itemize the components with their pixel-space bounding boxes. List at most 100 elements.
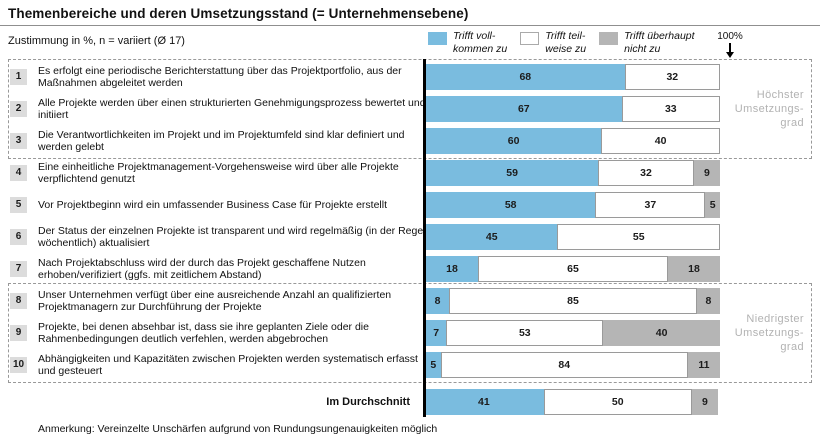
- bar-segment-nicht: 18: [667, 256, 721, 282]
- statement-text: Unser Unternehmen verfügt über eine ausr…: [38, 288, 392, 313]
- row-number-chip: 3: [10, 133, 27, 149]
- segment-value: 7: [433, 327, 440, 339]
- stacked-bar: 59 32 9: [426, 160, 720, 186]
- legend-item-nicht: Trifft überhaupt nicht zu: [599, 30, 695, 56]
- statement-text: Die Verantwortlichkeiten im Projekt und …: [38, 128, 405, 153]
- stacked-bar: 18 65 18: [426, 256, 721, 282]
- title-divider: [0, 25, 820, 26]
- bar-segment-teilweise: 65: [478, 256, 668, 282]
- average-stacked-bar: 41 50 9: [424, 389, 718, 415]
- segment-value: 45: [485, 231, 498, 243]
- segment-value: 40: [654, 135, 667, 147]
- stacked-bar: 60 40: [426, 128, 720, 154]
- bar-segment-teilweise: 50: [543, 389, 692, 415]
- statement-text: Es erfolgt eine periodische Berichtersta…: [38, 64, 402, 89]
- chart-header: Zustimmung in %, n = variiert (Ø 17) Tri…: [8, 26, 812, 61]
- segment-value: 53: [518, 327, 531, 339]
- group-label-highest: Höchster Umsetzungs- grad: [734, 88, 804, 130]
- legend-item-vollkommen: Trifft voll- kommen zu: [428, 30, 507, 56]
- segment-value: 32: [640, 167, 652, 179]
- stacked-bar: 67 33: [426, 96, 720, 122]
- statement-text: Nach Projektabschluss wird der durch das…: [38, 256, 366, 281]
- row-number-chip: 4: [10, 165, 27, 181]
- group-box-lowest: Niedrigster Umsetzungs- grad: [8, 283, 812, 383]
- statement-text: Vor Projektbeginn wird ein umfassender B…: [38, 198, 388, 211]
- bar-segment-vollkommen: 7: [426, 320, 447, 346]
- segment-value: 67: [517, 103, 530, 115]
- statement-rows: 1 Es erfolgt eine periodische Berichterst…: [8, 61, 812, 381]
- legend-label-nicht: Trifft überhaupt nicht zu: [624, 30, 695, 55]
- bar-segment-teilweise: 33: [621, 96, 720, 122]
- stacked-bar: 45 55: [426, 224, 720, 250]
- bar-segment-teilweise: 84: [440, 352, 688, 378]
- legend-swatch-nicht: [599, 32, 619, 45]
- segment-value: 50: [611, 396, 624, 408]
- statement-text: Alle Projekte werden über einen struktur…: [38, 96, 426, 121]
- legend-swatch-teilweise: [520, 32, 540, 45]
- bar-segment-teilweise: 32: [598, 160, 694, 186]
- statement-row: 10 Abhängigkeiten und Kapazitäten zwische…: [8, 349, 812, 381]
- bar-segment-vollkommen: 60: [426, 128, 602, 154]
- segment-value: 59: [506, 167, 518, 179]
- segment-value: 9: [701, 396, 708, 408]
- row-number-chip: 5: [10, 197, 27, 213]
- down-arrow-head-icon: [726, 52, 734, 58]
- group-box-highest: Höchster Umsetzungs- grad: [8, 59, 812, 159]
- segment-value: 60: [507, 135, 520, 147]
- row-number-chip: 7: [10, 261, 27, 277]
- bar-segment-vollkommen: 41: [424, 389, 544, 415]
- bar-segment-teilweise: 40: [601, 128, 720, 154]
- stacked-bar: 7 53 40: [426, 320, 720, 346]
- stacked-bar: 5 84 11: [426, 352, 720, 378]
- bar-segment-vollkommen: 58: [426, 192, 596, 218]
- average-label: Im Durchschnitt: [326, 396, 410, 408]
- bar-segment-teilweise: 55: [557, 224, 720, 250]
- segment-value: 5: [430, 359, 437, 371]
- bar-segment-vollkommen: 68: [426, 64, 625, 90]
- segment-value: 11: [698, 359, 710, 371]
- baseline-axis: [423, 59, 426, 417]
- legend: Trifft voll- kommen zu Trifft teil- weise…: [428, 30, 695, 56]
- segment-value: 18: [688, 263, 700, 275]
- row-number-chip: 9: [10, 325, 27, 341]
- bar-segment-vollkommen: 18: [426, 256, 479, 282]
- statement-text: Eine einheitliche Projektmanagement-Vorg…: [38, 160, 399, 185]
- segment-value: 18: [446, 263, 458, 275]
- stacked-bar: 8 85 8: [426, 288, 720, 314]
- statement-row: 7 Nach Projektabschluss wird der durch da…: [8, 253, 812, 285]
- down-arrow-icon: [729, 43, 731, 52]
- statement-text: Projekte, bei denen absehbar ist, dass s…: [38, 320, 369, 345]
- bar-segment-nicht: 9: [693, 160, 720, 186]
- statement-row: 6 Der Status der einzelnen Projekte ist t…: [8, 221, 812, 253]
- footnote: Anmerkung: Vereinzelte Unschärfen aufgru…: [38, 423, 438, 434]
- statement-row: 2 Alle Projekte werden über einen struktu…: [8, 93, 812, 125]
- bar-segment-vollkommen: 45: [426, 224, 558, 250]
- average-row: Im Durchschnitt 41 50 9: [8, 389, 812, 415]
- segment-value: 5: [709, 199, 716, 211]
- segment-value: 84: [558, 359, 571, 371]
- bar-segment-teilweise: 32: [624, 64, 720, 90]
- bar-segment-nicht: 5: [705, 192, 720, 218]
- statement-row: 4 Eine einheitliche Projektmanagement-Vor…: [8, 157, 812, 189]
- statement-row: 1 Es erfolgt eine periodische Berichterst…: [8, 61, 812, 93]
- bar-segment-vollkommen: 59: [426, 160, 599, 186]
- bar-segment-teilweise: 53: [446, 320, 604, 346]
- bar-segment-vollkommen: 67: [426, 96, 622, 122]
- segment-value: 8: [434, 295, 441, 307]
- segment-value: 40: [655, 327, 668, 339]
- bar-segment-nicht: 40: [603, 320, 720, 346]
- segment-value: 37: [644, 199, 657, 211]
- legend-label-vollkommen: Trifft voll- kommen zu: [453, 30, 508, 55]
- row-number-chip: 1: [10, 69, 27, 85]
- segment-value: 55: [632, 231, 645, 243]
- segment-value: 32: [666, 71, 679, 83]
- axis-100-label: 100%: [717, 31, 743, 42]
- segment-value: 68: [519, 71, 532, 83]
- statement-text: Der Status der einzelnen Projekte ist tr…: [38, 224, 426, 249]
- stacked-bar: 58 37 5: [426, 192, 720, 218]
- page-title: Themenbereiche und deren Umsetzungsstand…: [8, 6, 469, 21]
- segment-value: 65: [567, 263, 579, 275]
- statement-text: Abhängigkeiten und Kapazitäten zwischen …: [38, 352, 418, 377]
- bar-segment-nicht: 8: [696, 288, 720, 314]
